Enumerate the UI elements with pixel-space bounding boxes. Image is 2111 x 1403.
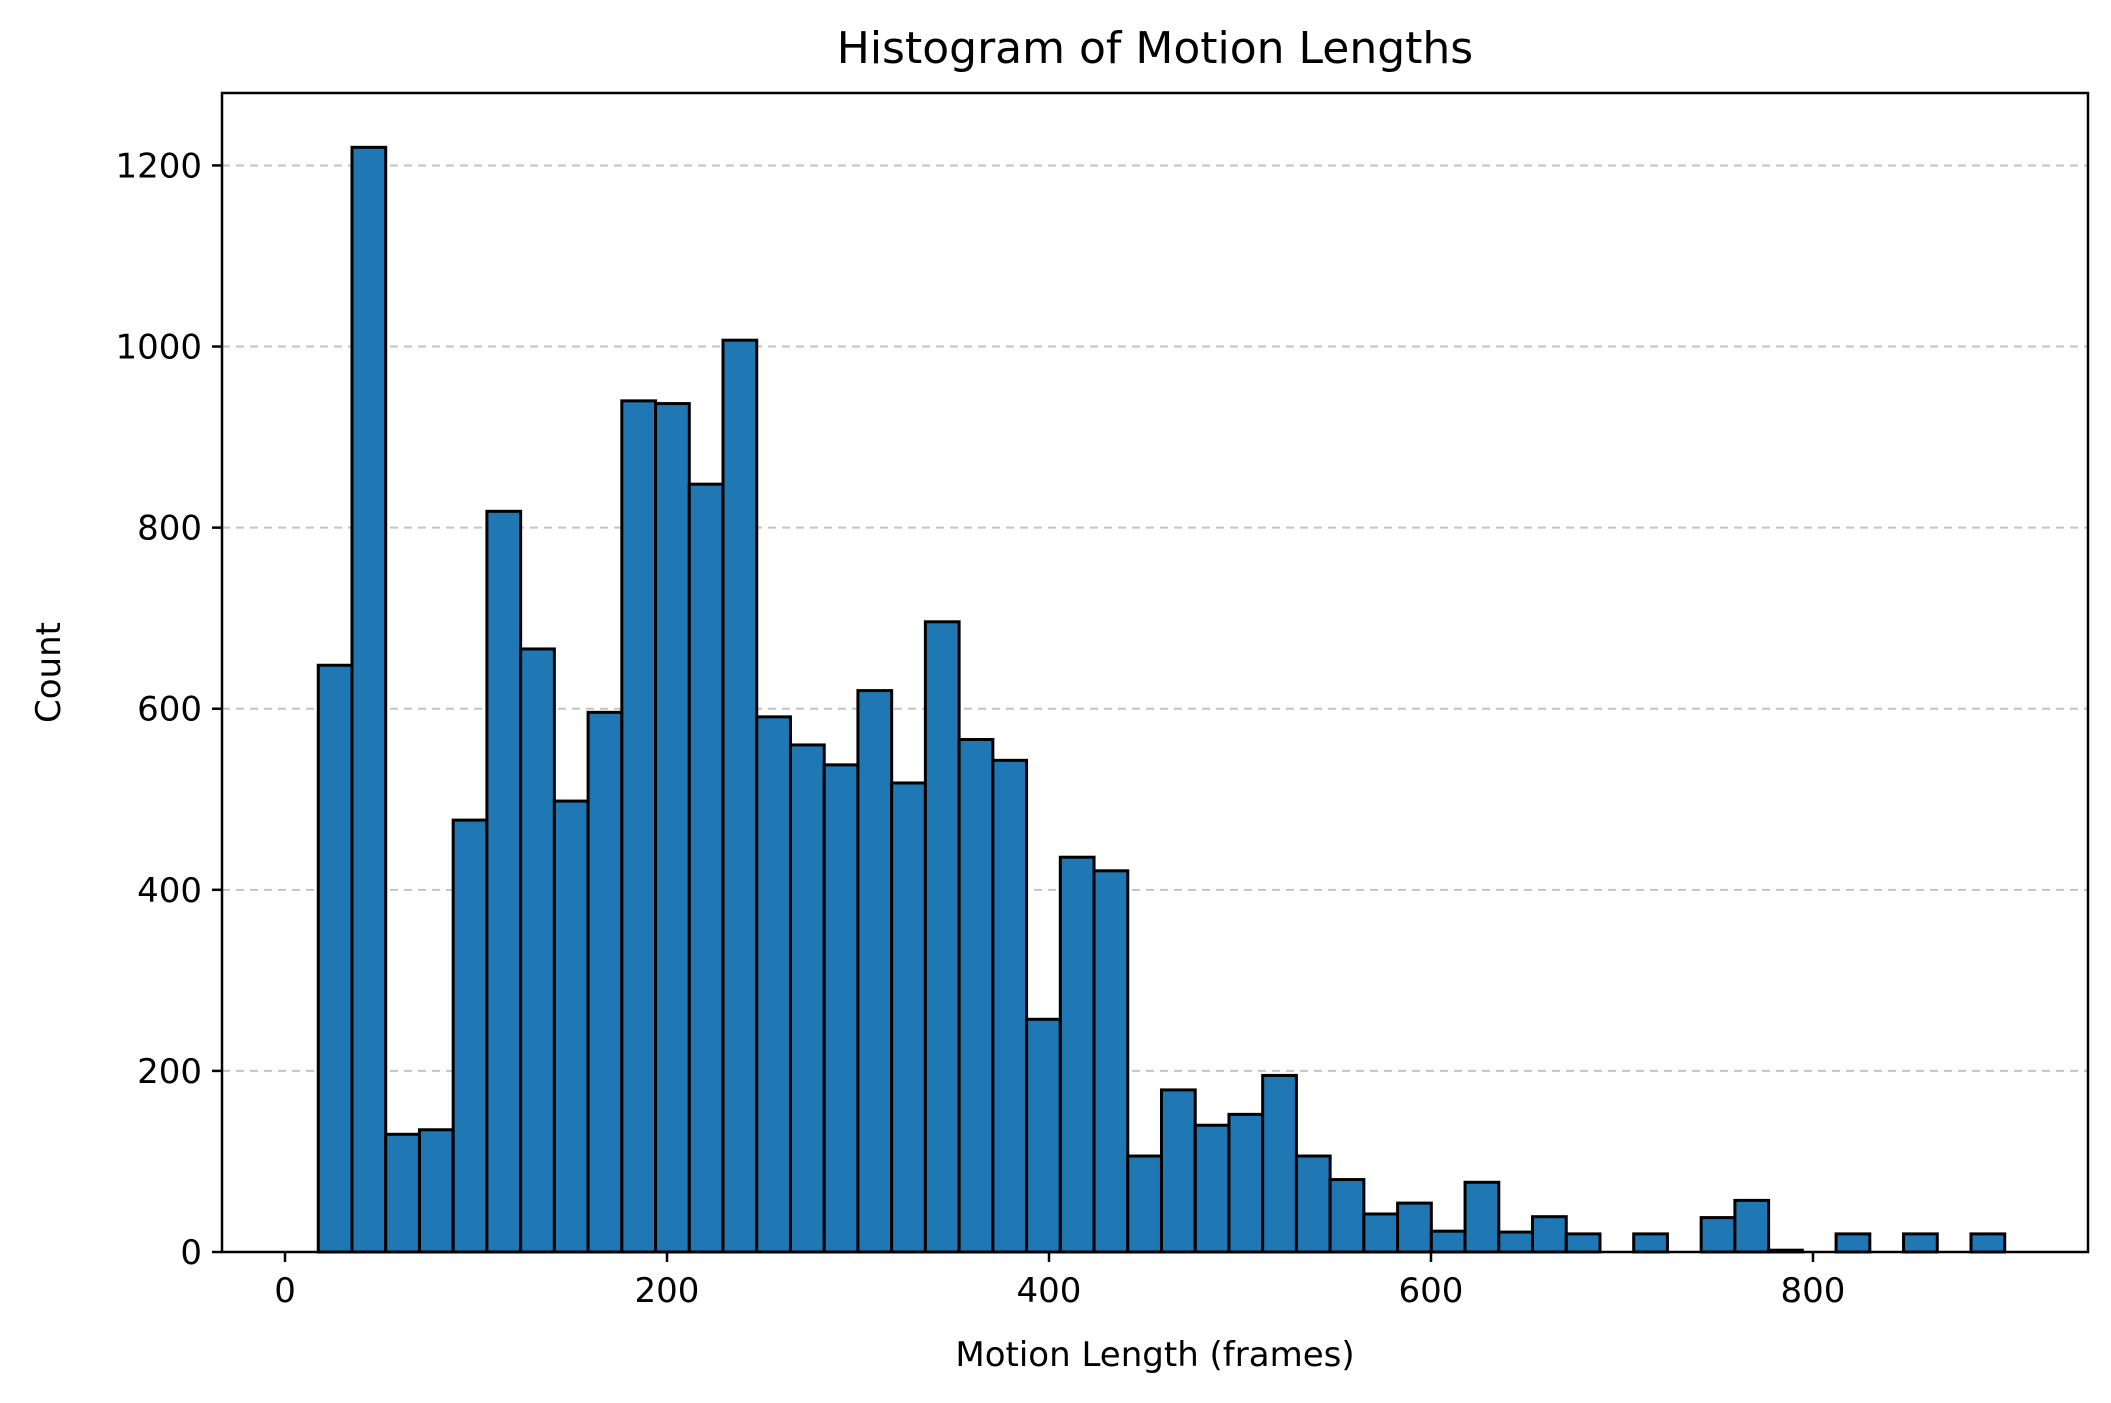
y-axis-ticks: 0 200 400 600 800 1000 1200 <box>115 146 222 1273</box>
histogram-bar <box>1159 1088 1197 1254</box>
y-tick-label: 1200 <box>115 146 202 186</box>
histogram-bar <box>519 647 556 1254</box>
histogram-bar <box>1294 1154 1332 1254</box>
x-tick-label: 400 <box>1017 1271 1082 1311</box>
histogram-bar <box>1058 855 1096 1254</box>
histogram-bar <box>991 758 1029 1254</box>
histogram-bar <box>856 689 894 1254</box>
histogram-bar <box>1902 1232 1939 1254</box>
histogram-bar <box>1699 1216 1737 1254</box>
y-tick-label: 600 <box>137 690 202 730</box>
histogram-bar <box>1497 1230 1535 1254</box>
histogram-bar <box>1463 1180 1501 1254</box>
histogram-bar <box>417 1128 455 1254</box>
histogram-bar <box>1227 1112 1265 1254</box>
y-tick-label: 0 <box>180 1233 202 1273</box>
x-tick-label: 800 <box>1781 1271 1846 1311</box>
x-tick-label: 0 <box>274 1271 296 1311</box>
histogram-bar <box>1632 1232 1669 1254</box>
y-tick-label: 200 <box>137 1052 202 1092</box>
histogram-bar <box>1969 1232 2007 1254</box>
histogram-bar <box>1429 1229 1467 1254</box>
histogram-bar <box>1362 1212 1400 1254</box>
histogram-bar <box>1328 1178 1366 1254</box>
histogram-bar <box>687 482 725 1254</box>
y-tick-label: 800 <box>137 509 202 549</box>
histogram-bar <box>316 663 354 1254</box>
histogram-bar <box>1261 1073 1298 1254</box>
x-tick-label: 600 <box>1399 1271 1464 1311</box>
histogram-bar <box>923 620 961 1254</box>
histogram-bar <box>755 715 792 1254</box>
histogram-bar <box>957 738 995 1254</box>
x-axis-ticks: 0 200 400 600 800 <box>274 1252 1845 1311</box>
histogram-bar <box>451 818 489 1254</box>
histogram-bar <box>1193 1123 1231 1254</box>
histogram-bar <box>384 1132 421 1254</box>
plot-frame <box>220 91 2090 1254</box>
histogram-bar <box>552 799 590 1254</box>
x-tick-label: 200 <box>635 1271 700 1311</box>
histogram-bar <box>721 338 759 1254</box>
y-tick-label: 400 <box>137 871 202 911</box>
histogram-bar <box>1834 1232 1872 1254</box>
x-axis-label: Motion Length (frames) <box>955 1335 1354 1375</box>
histogram-bar <box>890 781 927 1254</box>
histogram-bar <box>485 509 523 1254</box>
histogram-bar <box>1564 1232 1602 1254</box>
y-axis-label: Count <box>29 622 69 723</box>
histogram-bar <box>350 145 388 1254</box>
histogram-bar <box>654 402 691 1254</box>
histogram-bar <box>822 763 860 1254</box>
histogram-bar <box>586 710 624 1254</box>
chart-title: Histogram of Motion Lengths <box>837 23 1473 74</box>
histogram-bars <box>316 145 2007 1254</box>
histogram-bar <box>1025 1017 1062 1254</box>
histogram-bar <box>1092 869 1130 1254</box>
y-tick-label: 1000 <box>115 328 202 368</box>
histogram-bar <box>620 399 658 1254</box>
histogram-bar <box>1396 1201 1433 1254</box>
histogram-bar <box>1531 1215 1568 1254</box>
histogram-bar <box>1733 1198 1771 1254</box>
histogram-bar <box>788 743 826 1254</box>
histogram-bar <box>1126 1154 1163 1254</box>
